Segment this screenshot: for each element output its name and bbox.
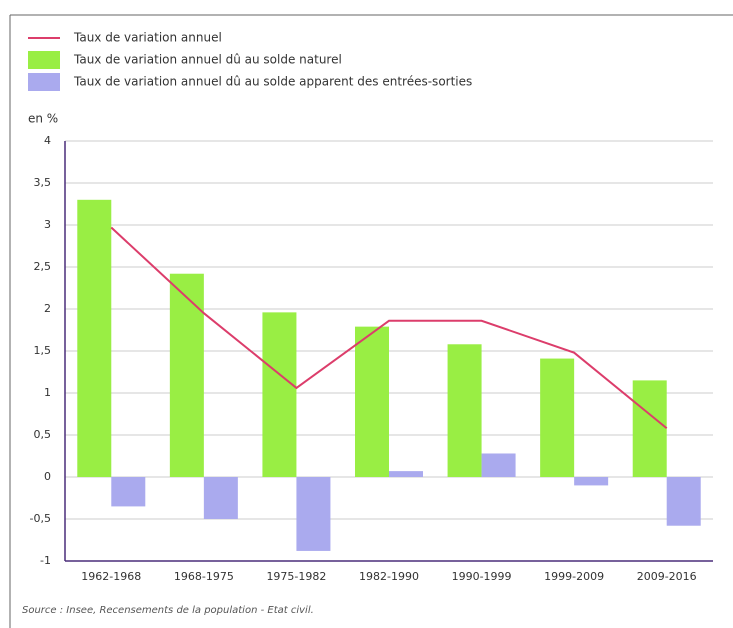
bar <box>169 273 204 477</box>
bar <box>540 358 575 477</box>
y-tick-label: 2 <box>44 302 51 315</box>
x-tick-label: 1990-1999 <box>452 570 512 583</box>
y-tick-label: -0,5 <box>30 512 51 525</box>
x-tick-label: 1982-1990 <box>359 570 419 583</box>
legend-label: Taux de variation annuel dû au solde app… <box>73 75 472 89</box>
legend-label: Taux de variation annuel dû au solde nat… <box>73 53 342 67</box>
y-tick-label: 0,5 <box>34 428 52 441</box>
legend-label: Taux de variation annuel <box>73 31 222 45</box>
x-tick-label: 1975-1982 <box>266 570 326 583</box>
bar <box>481 453 516 477</box>
x-tick-label: 1962-1968 <box>81 570 141 583</box>
bar <box>111 477 146 507</box>
y-tick-label: 2,5 <box>34 260 52 273</box>
legend-swatch <box>28 73 60 91</box>
y-tick-label: 1 <box>44 386 51 399</box>
y-tick-label: 1,5 <box>34 344 52 357</box>
y-tick-label: 3 <box>44 218 51 231</box>
y-tick-label: 0 <box>44 470 51 483</box>
x-tick-label: 1999-2009 <box>544 570 604 583</box>
bar <box>355 326 389 477</box>
bar <box>203 477 238 519</box>
bar <box>574 477 609 486</box>
bar <box>77 199 112 478</box>
y-tick-label: 4 <box>44 134 51 147</box>
x-tick-label: 1968-1975 <box>174 570 234 583</box>
legend-swatch <box>28 51 60 69</box>
y-axis-label: en % <box>28 112 58 126</box>
line <box>110 226 668 430</box>
bar <box>447 344 482 477</box>
bar <box>296 477 331 551</box>
y-tick-label: -1 <box>40 554 51 567</box>
y-tick-label: 3,5 <box>34 176 52 189</box>
bar <box>389 471 423 477</box>
bar <box>632 380 667 477</box>
source: Source : Insee, Recensements de la popul… <box>22 605 314 616</box>
bar <box>262 312 297 477</box>
bar <box>666 477 701 526</box>
x-tick-label: 2009-2016 <box>637 570 697 583</box>
